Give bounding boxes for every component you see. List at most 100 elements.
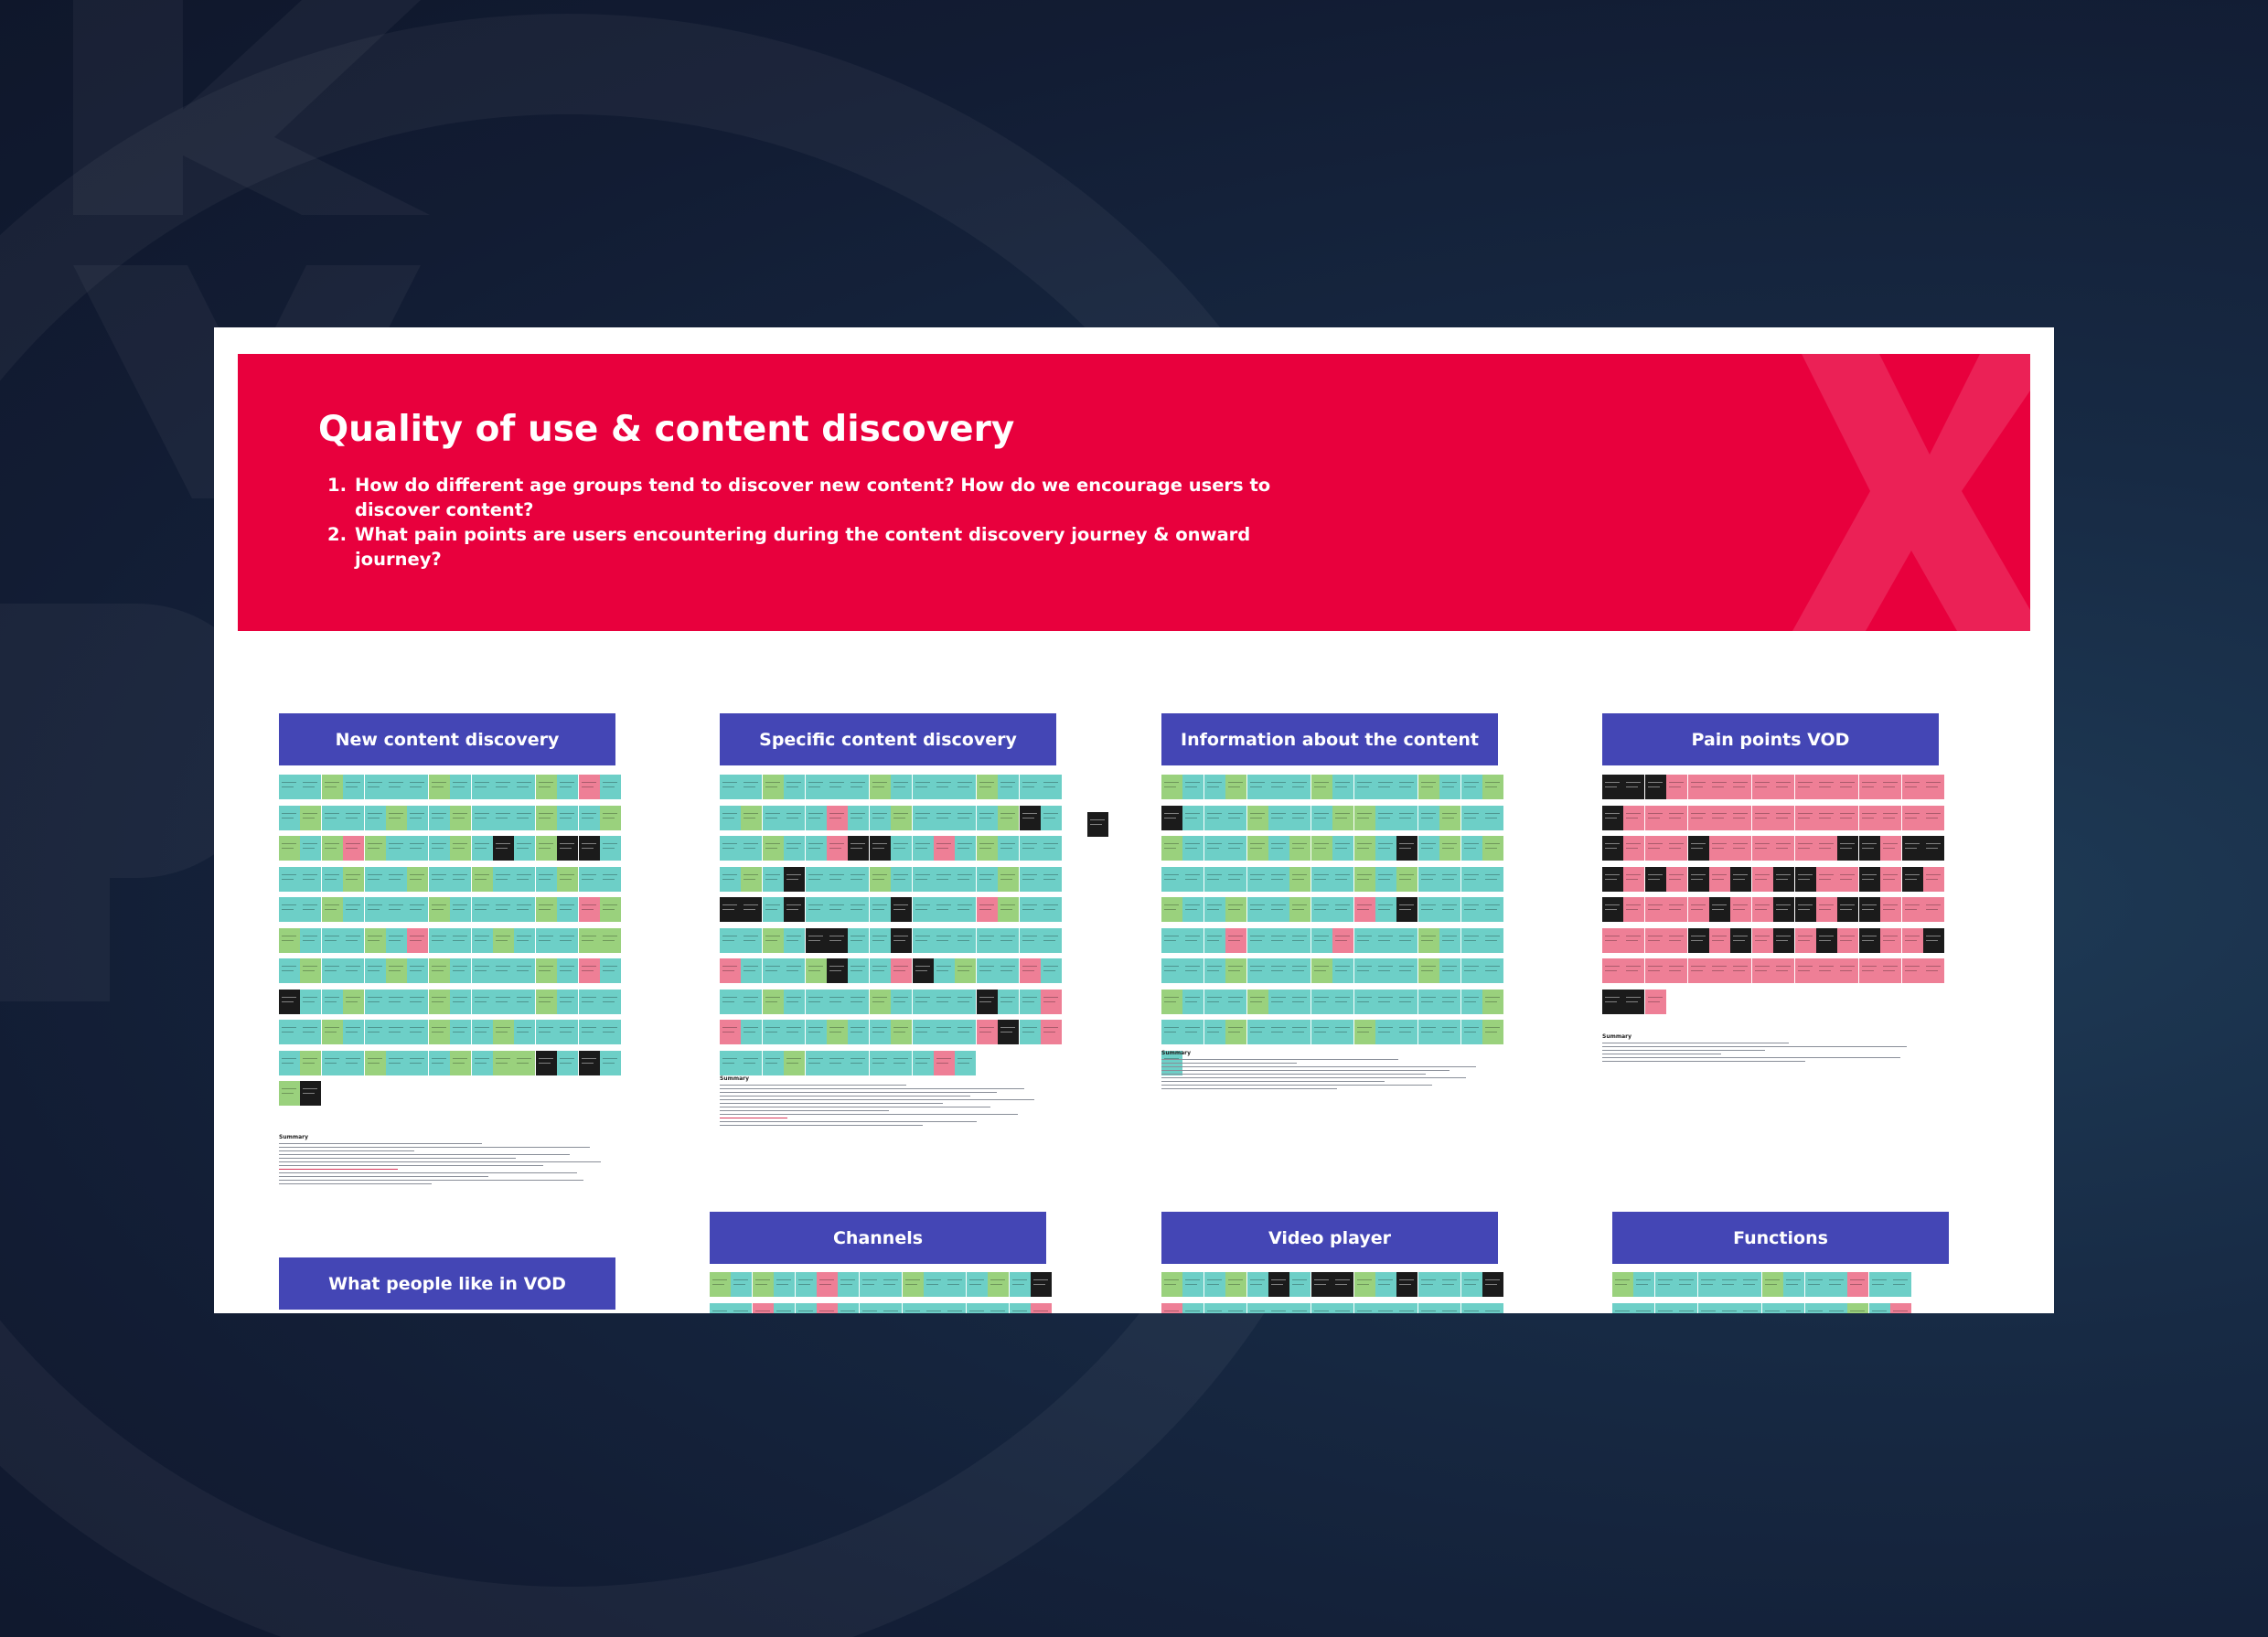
sticky-note[interactable] xyxy=(1644,897,1666,922)
sticky-note[interactable] xyxy=(493,866,514,892)
sticky-note[interactable] xyxy=(1204,1302,1225,1313)
sticky-note[interactable] xyxy=(912,805,934,830)
sticky-note[interactable] xyxy=(955,958,977,983)
sticky-note[interactable] xyxy=(762,775,784,799)
sticky-note[interactable] xyxy=(535,866,557,892)
sticky-note[interactable] xyxy=(934,1050,955,1075)
sticky-note[interactable] xyxy=(450,989,472,1014)
sticky-note[interactable] xyxy=(471,805,493,830)
sticky-note[interactable] xyxy=(1773,775,1795,799)
sticky-note[interactable] xyxy=(578,989,600,1014)
sticky-note[interactable] xyxy=(1332,1272,1354,1297)
sticky-note[interactable] xyxy=(1225,958,1247,983)
sticky-note[interactable] xyxy=(1268,1302,1289,1313)
sticky-note[interactable] xyxy=(1666,927,1688,953)
sticky-note[interactable] xyxy=(279,897,300,922)
sticky-note[interactable] xyxy=(1794,805,1816,830)
sticky-note[interactable] xyxy=(1332,897,1354,922)
sticky-note[interactable] xyxy=(859,1272,881,1297)
sticky-note[interactable] xyxy=(1826,1272,1847,1297)
sticky-note[interactable] xyxy=(514,927,536,953)
sticky-note[interactable] xyxy=(1182,927,1204,953)
sticky-note[interactable] xyxy=(1246,958,1268,983)
sticky-note[interactable] xyxy=(1460,927,1482,953)
sticky-note[interactable] xyxy=(300,927,322,953)
sticky-note[interactable] xyxy=(514,805,536,830)
sticky-note[interactable] xyxy=(535,989,557,1014)
sticky-note[interactable] xyxy=(1773,866,1795,892)
sticky-note[interactable] xyxy=(1794,836,1816,861)
sticky-note[interactable] xyxy=(762,897,784,922)
sticky-note[interactable] xyxy=(1751,897,1773,922)
sticky-note[interactable] xyxy=(848,1020,870,1044)
sticky-note[interactable] xyxy=(1439,1020,1461,1044)
sticky-note[interactable] xyxy=(514,989,536,1014)
sticky-note[interactable] xyxy=(1794,897,1816,922)
sticky-note[interactable] xyxy=(1161,866,1182,892)
sticky-note[interactable] xyxy=(1041,836,1062,861)
sticky-note[interactable] xyxy=(1182,1020,1204,1044)
sticky-note[interactable] xyxy=(1246,927,1268,953)
sticky-note[interactable] xyxy=(1816,775,1837,799)
sticky-note[interactable] xyxy=(1019,897,1041,922)
sticky-note[interactable] xyxy=(1816,958,1837,983)
sticky-note[interactable] xyxy=(578,927,600,953)
sticky-note[interactable] xyxy=(1311,1020,1332,1044)
sticky-note[interactable] xyxy=(934,866,955,892)
sticky-note[interactable] xyxy=(1460,1272,1482,1297)
sticky-note[interactable] xyxy=(1439,836,1461,861)
sticky-note[interactable] xyxy=(1837,836,1859,861)
sticky-note[interactable] xyxy=(955,1020,977,1044)
sticky-note[interactable] xyxy=(912,897,934,922)
sticky-note[interactable] xyxy=(1623,836,1645,861)
sticky-note[interactable] xyxy=(955,775,977,799)
sticky-note[interactable] xyxy=(869,775,891,799)
sticky-note[interactable] xyxy=(762,866,784,892)
sticky-note[interactable] xyxy=(741,775,763,799)
sticky-note[interactable] xyxy=(514,836,536,861)
sticky-note[interactable] xyxy=(1612,1302,1633,1313)
sticky-note[interactable] xyxy=(1460,836,1482,861)
sticky-note[interactable] xyxy=(1204,866,1225,892)
sticky-note[interactable] xyxy=(343,1050,365,1075)
sticky-note[interactable] xyxy=(493,927,514,953)
sticky-note[interactable] xyxy=(1041,866,1062,892)
sticky-note[interactable] xyxy=(1847,1272,1869,1297)
sticky-note[interactable] xyxy=(1375,775,1396,799)
sticky-note[interactable] xyxy=(343,775,365,799)
sticky-note[interactable] xyxy=(1654,1272,1676,1297)
sticky-note[interactable] xyxy=(1482,897,1503,922)
sticky-note[interactable] xyxy=(1289,897,1311,922)
sticky-note[interactable] xyxy=(1794,866,1816,892)
sticky-note[interactable] xyxy=(731,1302,753,1313)
sticky-note[interactable] xyxy=(1031,1302,1052,1313)
sticky-note[interactable] xyxy=(784,897,806,922)
sticky-note[interactable] xyxy=(321,927,343,953)
sticky-note[interactable] xyxy=(1375,866,1396,892)
sticky-note[interactable] xyxy=(1460,1020,1482,1044)
sticky-note[interactable] xyxy=(891,958,913,983)
sticky-note[interactable] xyxy=(1289,1020,1311,1044)
sticky-note[interactable] xyxy=(1246,866,1268,892)
sticky-note[interactable] xyxy=(364,989,386,1014)
sticky-note[interactable] xyxy=(1041,805,1062,830)
sticky-note[interactable] xyxy=(428,958,450,983)
sticky-note[interactable] xyxy=(1858,836,1880,861)
sticky-note[interactable] xyxy=(720,927,741,953)
sticky-note[interactable] xyxy=(1353,897,1375,922)
section-header-what-people-like-vod[interactable]: What people like in VOD xyxy=(279,1257,615,1310)
sticky-note[interactable] xyxy=(1901,836,1923,861)
sticky-note[interactable] xyxy=(827,836,848,861)
sticky-note[interactable] xyxy=(1439,958,1461,983)
sticky-note[interactable] xyxy=(364,836,386,861)
sticky-note[interactable] xyxy=(578,897,600,922)
sticky-note[interactable] xyxy=(1311,927,1332,953)
sticky-note[interactable] xyxy=(535,836,557,861)
sticky-note[interactable] xyxy=(1923,805,1944,830)
sticky-note[interactable] xyxy=(557,866,579,892)
sticky-note[interactable] xyxy=(955,989,977,1014)
sticky-note[interactable] xyxy=(1225,897,1247,922)
sticky-note[interactable] xyxy=(343,958,365,983)
sticky-note[interactable] xyxy=(1161,1020,1182,1044)
sticky-note[interactable] xyxy=(1439,897,1461,922)
